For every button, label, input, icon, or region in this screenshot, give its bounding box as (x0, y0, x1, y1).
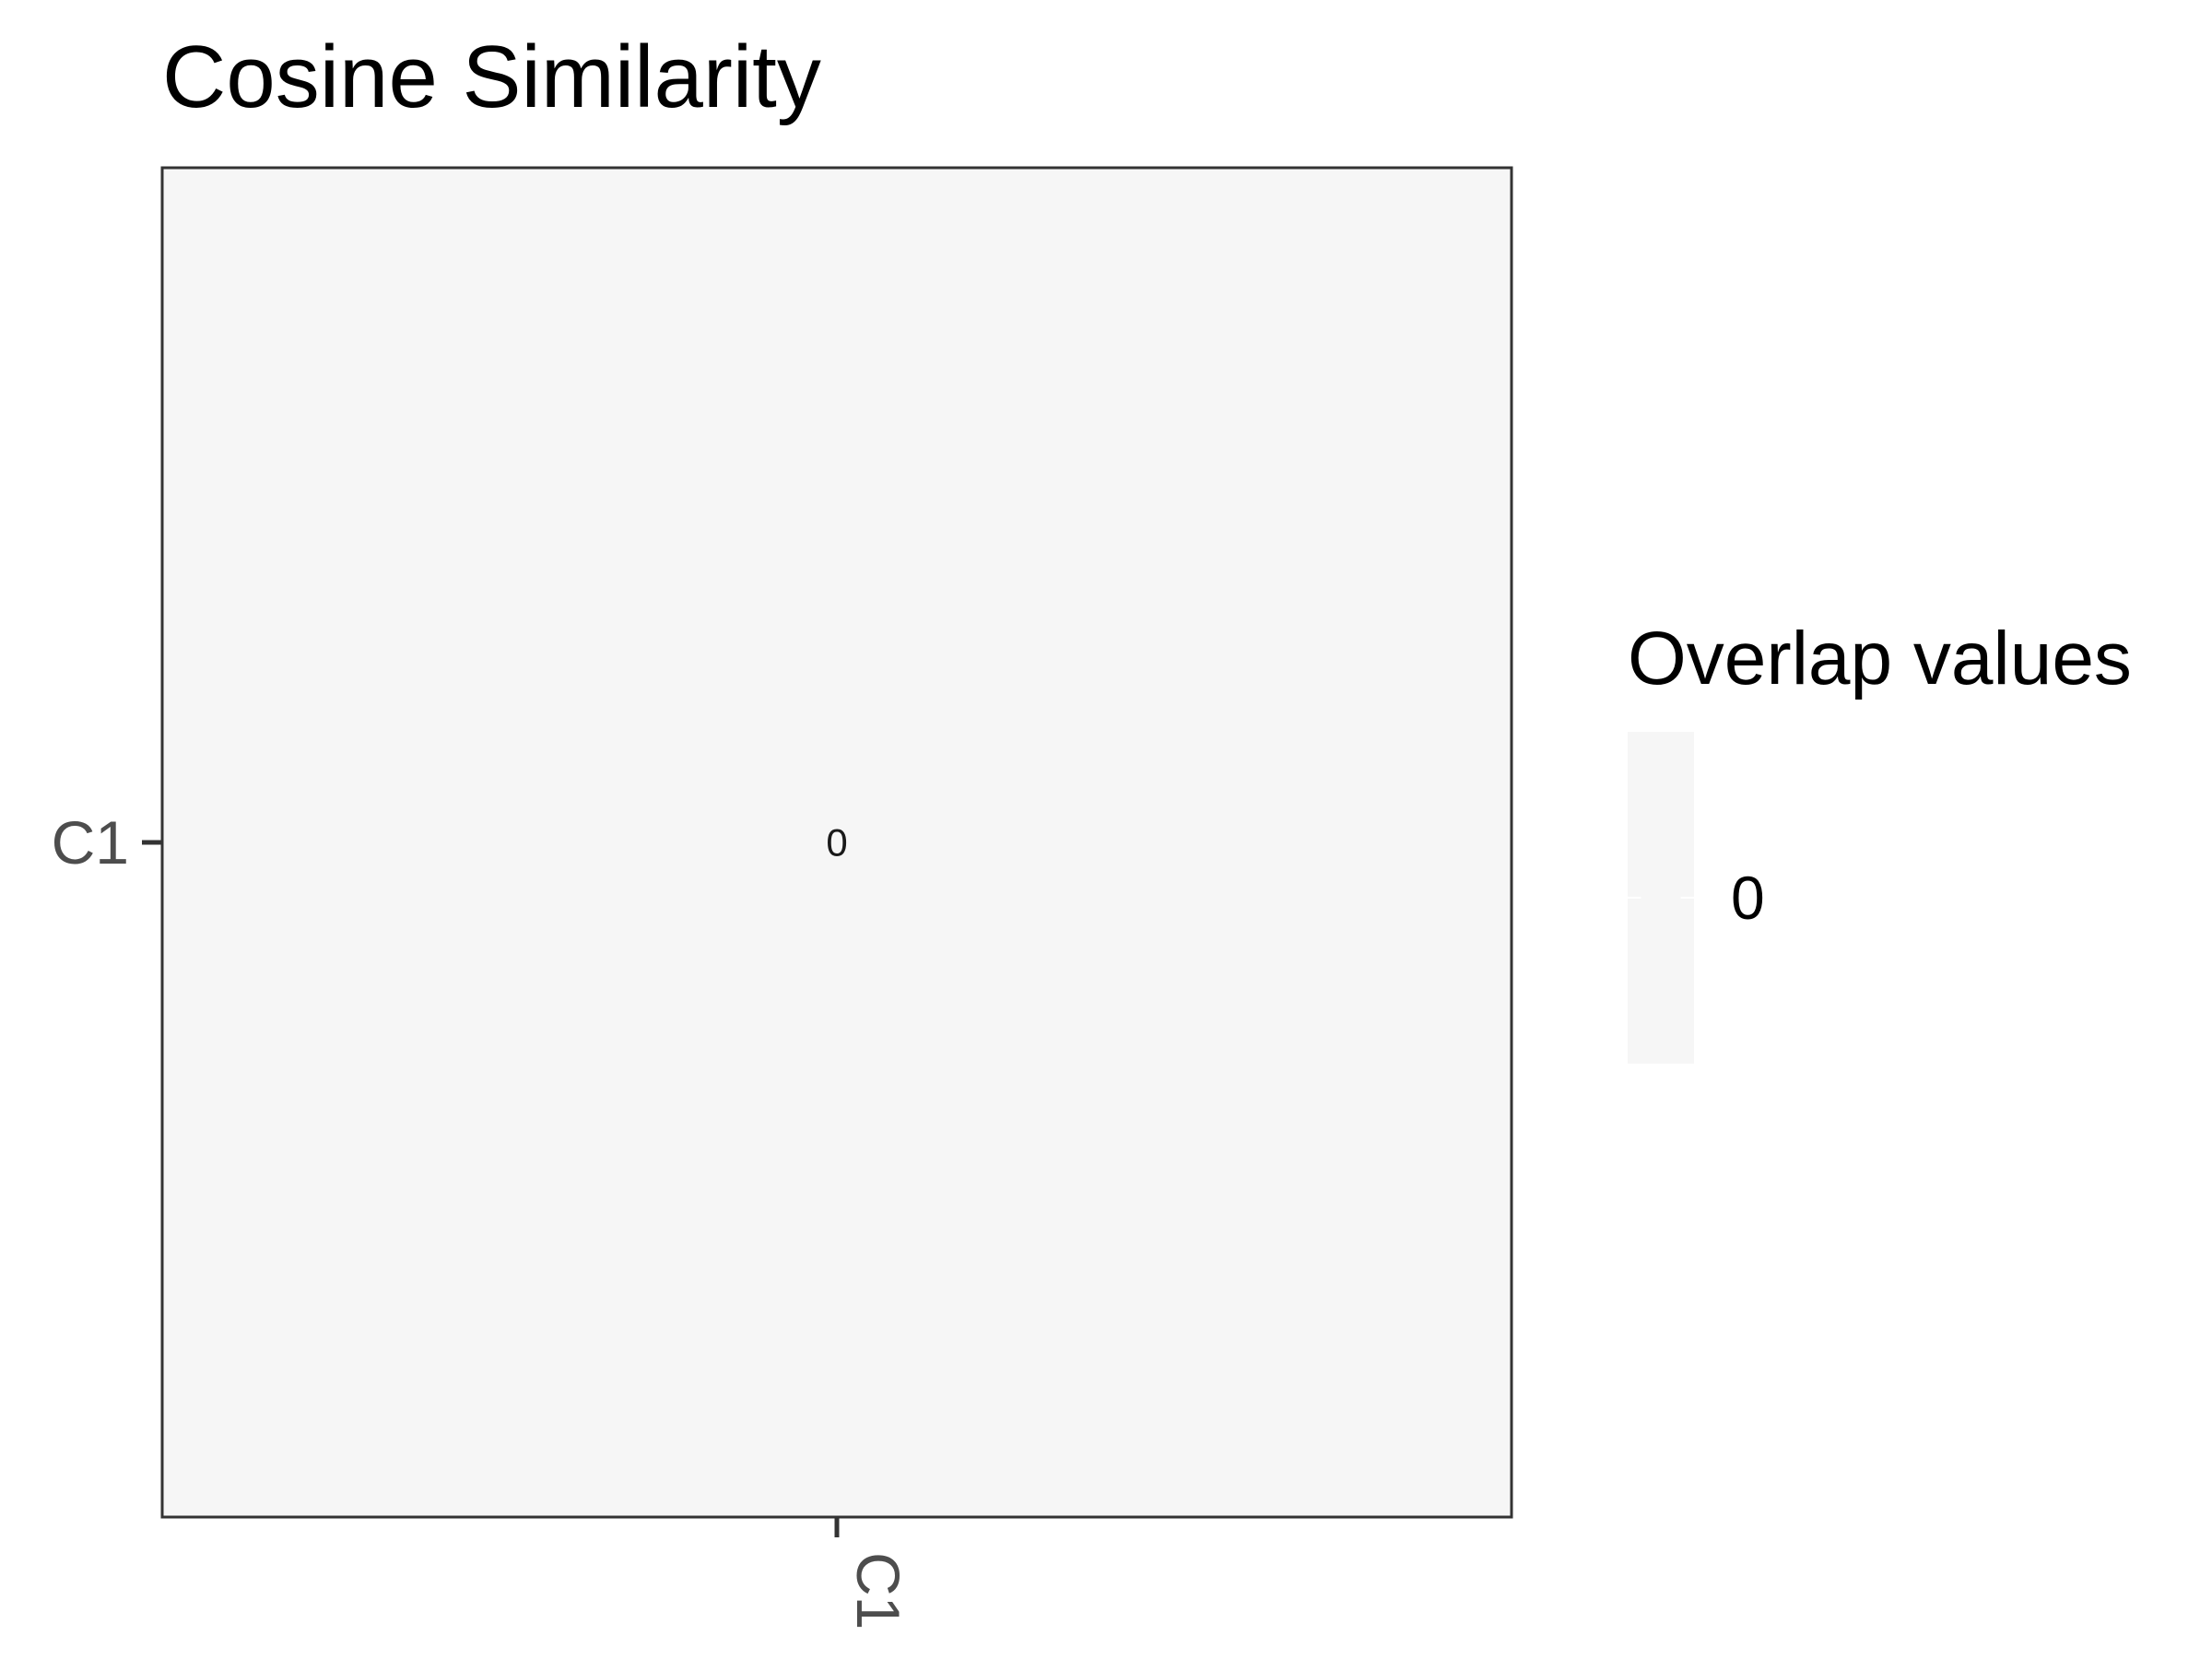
heatmap-cell-labels: 0 (826, 821, 847, 865)
heatmap-cells (162, 168, 1512, 1517)
legend-break-label: 0 (1731, 864, 1765, 932)
heatmap-cell (162, 168, 1512, 1517)
legend-title: Overlap values (1628, 617, 2132, 700)
cell-value-label: 0 (826, 821, 847, 865)
y-axis: C1 (52, 808, 162, 877)
x-tick-label: C1 (844, 1552, 912, 1630)
legend-ticks: 0 (1628, 864, 1765, 932)
chart-title: Cosine Similarity (162, 28, 821, 126)
y-tick-label: C1 (52, 808, 129, 877)
legend: Overlap values 0 (1628, 617, 2132, 1064)
x-axis: C1 (834, 1517, 912, 1630)
